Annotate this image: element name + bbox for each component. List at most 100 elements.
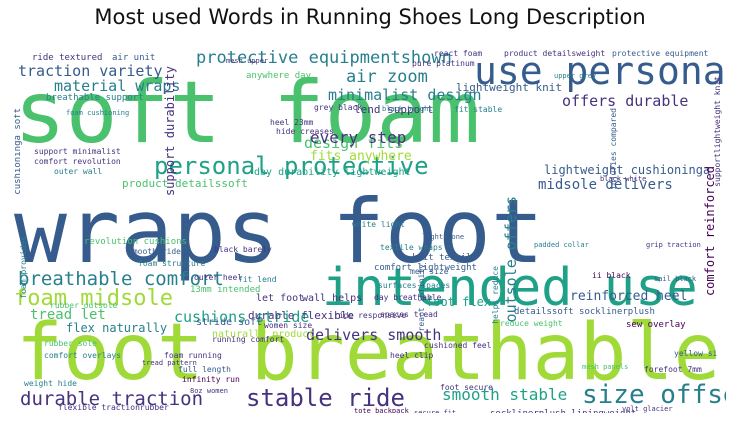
word: fit stable <box>454 105 503 114</box>
word: breathable support <box>46 93 144 103</box>
word: wraps foot <box>14 180 544 283</box>
word: cushioninga soft <box>14 108 23 195</box>
word: surfaces spaces <box>378 281 451 290</box>
word: day durability lightweight <box>254 167 411 178</box>
word: tote backpack <box>354 407 409 414</box>
word: reduce weight <box>500 319 563 328</box>
word: lightweight cushioninga <box>544 163 711 177</box>
word: detailssoft socklinerplush <box>514 307 655 317</box>
word: infinity run <box>182 375 240 384</box>
word: product detailssoft <box>122 177 248 190</box>
chart-title: Most used Words in Running Shoes Long De… <box>94 5 646 29</box>
word: product detailsweight <box>504 49 606 58</box>
word: helps reduce <box>491 266 500 324</box>
word: secure fit <box>414 409 457 414</box>
word: supportlightweight knit <box>713 76 722 187</box>
word: react foam <box>434 49 483 58</box>
word: reinforced heel <box>570 289 688 304</box>
word-cloud: soft foam wraps foot foot breathable int… <box>14 46 726 413</box>
word: delivers smooth <box>306 326 442 344</box>
word: wall helps <box>302 293 363 304</box>
word: design fits <box>304 134 404 152</box>
word: foot flex <box>426 295 492 309</box>
word: fit lend <box>238 275 277 284</box>
word: material wraps <box>54 77 181 95</box>
word: upper grey <box>554 72 597 80</box>
word: stride soft <box>196 317 263 328</box>
word: pure platinum <box>412 59 475 68</box>
word: tread pattern <box>142 359 197 367</box>
word: let foot <box>256 293 305 304</box>
word: midsole delivers <box>538 177 673 193</box>
word: black barely <box>214 245 272 254</box>
word: padded collar <box>534 241 589 249</box>
word: socklinerplush liningweight <box>490 410 636 414</box>
word: foam structure <box>138 259 206 268</box>
word: foot breathable <box>16 308 721 398</box>
word: outsole offers <box>502 196 520 323</box>
word: use personal <box>474 49 726 93</box>
word: protective equipmentshown <box>196 48 452 68</box>
word: naturally product <box>212 329 315 340</box>
word: heel 23mm <box>270 118 314 127</box>
word: rubber outsole <box>50 301 118 310</box>
word: every step <box>310 128 407 147</box>
word: cushions stride <box>174 308 310 326</box>
word: fits anywhere <box>310 149 412 164</box>
word: women size <box>264 321 313 330</box>
word: foam cushioning <box>66 109 130 117</box>
word: foot secure <box>440 383 493 392</box>
word: weight hide <box>24 379 77 388</box>
word: revolution cushions <box>84 237 187 247</box>
word: comfort revolution <box>34 157 121 166</box>
word: protective equipment <box>612 49 709 58</box>
word: day breathable <box>374 293 442 302</box>
word: react infinity <box>417 264 426 332</box>
word: cushioned feel <box>424 341 492 350</box>
word: intended use <box>322 258 698 318</box>
word: forefoot 7mm <box>644 365 702 374</box>
word: air unit <box>112 53 156 63</box>
word: running comfort <box>212 335 285 344</box>
word: men size <box>410 267 449 276</box>
word: black bright <box>382 105 433 113</box>
word: smooth ride <box>128 247 181 256</box>
word: volt glacier <box>622 405 673 413</box>
word: white light <box>352 220 405 229</box>
word: mesh panels <box>582 363 629 371</box>
word: 13mm intended <box>190 285 261 295</box>
word: knit textile <box>412 253 478 263</box>
word: rubber sole <box>44 339 97 348</box>
word: lightweight knit <box>456 81 562 94</box>
word: size offset <box>582 380 726 410</box>
word: breathable comfort <box>18 268 224 290</box>
word: heel clip <box>390 351 434 360</box>
word: foam provides <box>19 236 28 299</box>
word: offers durable <box>562 92 689 110</box>
word: comfort lightweight <box>374 263 477 273</box>
word: comfort overlays <box>44 351 122 360</box>
word: black white <box>600 175 647 183</box>
word: personal protective <box>154 152 429 180</box>
word: textile wraps <box>380 243 443 252</box>
word: smooth stable <box>442 385 568 404</box>
word: air zoom <box>346 67 428 87</box>
word: spaces tread <box>380 310 438 319</box>
word: sew overlay <box>626 320 686 330</box>
word: yellow si <box>674 349 718 358</box>
word: 8oz women <box>190 387 228 395</box>
word: grey black <box>314 103 363 112</box>
word: light bone <box>422 233 465 241</box>
word: durable traction <box>20 388 204 410</box>
word: soft foam <box>14 63 480 163</box>
word: sail black <box>654 275 697 283</box>
word: flex naturally <box>66 321 168 335</box>
word: tread let <box>30 307 106 323</box>
word: traction variety <box>18 62 163 80</box>
word: stable ride <box>246 384 405 412</box>
word: anywhere day <box>246 71 312 81</box>
word: ii black <box>592 271 631 280</box>
word: full length <box>178 365 231 374</box>
word: foam midsole <box>14 286 173 311</box>
word: ride responsive <box>334 311 407 320</box>
